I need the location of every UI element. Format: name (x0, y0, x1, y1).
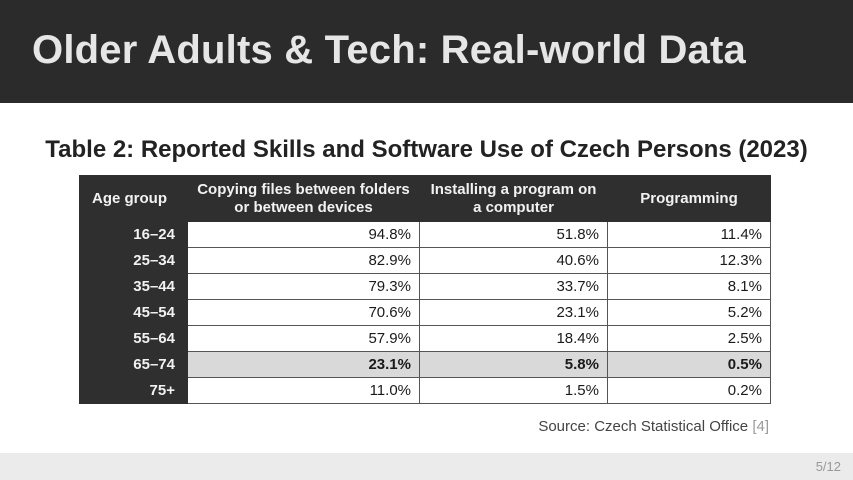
programming-cell: 0.2% (607, 377, 771, 404)
header-age-group: Age group (79, 175, 188, 222)
age-group-cell: 35–44 (79, 273, 188, 300)
copying-files-cell: 70.6% (187, 299, 420, 326)
table-row: 55–64 57.9% 18.4% 2.5% (79, 325, 771, 352)
source-reference[interactable]: [4] (752, 418, 769, 435)
slide-title: Older Adults & Tech: Real-world Data (32, 28, 746, 72)
programming-cell: 12.3% (607, 247, 771, 274)
age-group-cell: 25–34 (79, 247, 188, 274)
installing-program-cell: 5.8% (419, 351, 608, 378)
programming-cell: 2.5% (607, 325, 771, 352)
slide-footer: 5/12 (0, 453, 853, 480)
copying-files-cell: 11.0% (187, 377, 420, 404)
installing-program-cell: 33.7% (419, 273, 608, 300)
table-row: 75+ 11.0% 1.5% 0.2% (79, 377, 771, 404)
table-row: 35–44 79.3% 33.7% 8.1% (79, 273, 771, 300)
copying-files-cell: 94.8% (187, 221, 420, 248)
table-caption: Table 2: Reported Skills and Software Us… (45, 136, 808, 163)
header-installing-program: Installing a program on a computer (419, 175, 608, 222)
copying-files-cell: 82.9% (187, 247, 420, 274)
installing-program-cell: 23.1% (419, 299, 608, 326)
age-group-cell: 75+ (79, 377, 188, 404)
table-row: 16–24 94.8% 51.8% 11.4% (79, 221, 771, 248)
age-group-cell: 65–74 (79, 351, 188, 378)
copying-files-cell: 57.9% (187, 325, 420, 352)
installing-program-cell: 51.8% (419, 221, 608, 248)
slide-header: Older Adults & Tech: Real-world Data (0, 0, 853, 103)
programming-cell: 8.1% (607, 273, 771, 300)
source-citation: Source: Czech Statistical Office [4] (538, 418, 769, 435)
header-copying-files: Copying files between folders or between… (187, 175, 420, 222)
skills-table: Age group Copying files between folders … (79, 175, 771, 404)
age-group-cell: 55–64 (79, 325, 188, 352)
age-group-cell: 45–54 (79, 299, 188, 326)
table-row-highlighted: 65–74 23.1% 5.8% 0.5% (79, 351, 771, 378)
programming-cell: 5.2% (607, 299, 771, 326)
age-group-cell: 16–24 (79, 221, 188, 248)
table-row: 25–34 82.9% 40.6% 12.3% (79, 247, 771, 274)
programming-cell: 11.4% (607, 221, 771, 248)
installing-program-cell: 1.5% (419, 377, 608, 404)
copying-files-cell: 23.1% (187, 351, 420, 378)
installing-program-cell: 18.4% (419, 325, 608, 352)
programming-cell: 0.5% (607, 351, 771, 378)
header-programming: Programming (607, 175, 771, 222)
table-row: 45–54 70.6% 23.1% 5.2% (79, 299, 771, 326)
table-header-row: Age group Copying files between folders … (79, 175, 771, 222)
installing-program-cell: 40.6% (419, 247, 608, 274)
page-number: 5/12 (815, 459, 841, 474)
source-label: Source: Czech Statistical Office (538, 418, 749, 435)
copying-files-cell: 79.3% (187, 273, 420, 300)
